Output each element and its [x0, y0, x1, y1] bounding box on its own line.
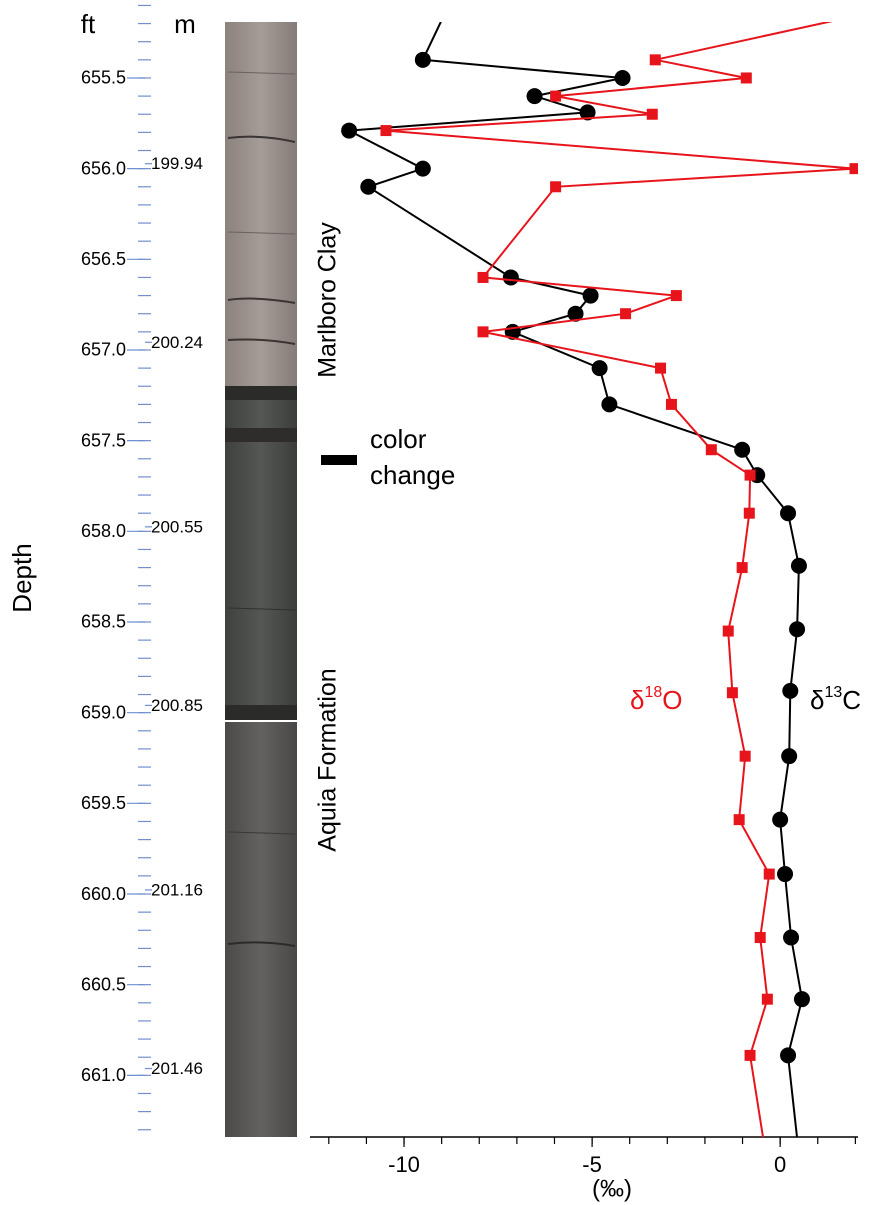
data-point	[477, 271, 489, 283]
m-label: m	[174, 9, 196, 39]
data-point	[646, 108, 658, 120]
data-point	[601, 396, 618, 413]
data-point	[849, 163, 858, 175]
y-axis-label: Depth	[7, 543, 37, 612]
data-point	[670, 290, 682, 302]
annotation-marlboro: Marlboro Clay	[314, 222, 342, 378]
data-point	[567, 305, 584, 322]
data-point	[743, 507, 755, 519]
y2-tick-label: 201.46	[151, 1059, 203, 1078]
data-point	[736, 562, 748, 574]
data-point	[726, 687, 738, 699]
series-line	[385, 22, 856, 1137]
data-point	[772, 811, 789, 828]
data-point	[414, 51, 431, 68]
data-point	[759, 1142, 770, 1153]
data-point	[649, 54, 661, 66]
data-point	[341, 122, 358, 139]
data-point	[526, 88, 543, 105]
x-tick-label: 0	[774, 1152, 786, 1177]
data-point	[744, 1049, 756, 1061]
data-point	[582, 287, 599, 304]
data-point	[777, 866, 794, 883]
y-tick-label: 658.0	[81, 521, 126, 541]
data-point	[620, 308, 632, 320]
data-point	[655, 362, 667, 374]
data-point	[782, 682, 799, 699]
data-point	[591, 360, 608, 377]
data-point	[754, 932, 766, 944]
data-point	[763, 868, 775, 880]
data-point	[550, 181, 562, 193]
data-point	[789, 621, 806, 638]
data-point	[705, 444, 717, 456]
data-point	[739, 750, 751, 762]
annotation-aquia: Aquia Formation	[314, 668, 342, 851]
y-tick-label: 657.0	[81, 340, 126, 360]
data-point	[793, 991, 810, 1008]
data-point	[733, 814, 745, 826]
data-point	[783, 929, 800, 946]
y2-tick-label: 201.16	[151, 880, 203, 899]
data-point	[665, 398, 677, 410]
data-point	[761, 993, 773, 1005]
data-point	[360, 178, 377, 195]
data-point	[790, 1140, 806, 1156]
core-photo	[225, 22, 297, 1137]
y-tick-label: 656.5	[81, 249, 126, 269]
data-point	[550, 90, 562, 102]
x-axis-label: (‰)	[592, 1175, 632, 1202]
data-point	[781, 748, 798, 765]
y-tick-label: 658.5	[81, 612, 126, 632]
series-label: δ13C	[810, 684, 861, 715]
y2-tick-label: 200.55	[151, 517, 203, 536]
plot-area	[341, 2, 858, 1156]
data-point	[734, 441, 751, 458]
y-tick-label: 655.5	[81, 68, 126, 88]
data-point	[740, 72, 752, 84]
data-point	[477, 326, 489, 338]
data-point	[502, 269, 519, 286]
y-tick-label: 656.0	[81, 158, 126, 178]
data-point	[744, 469, 756, 481]
data-point	[380, 125, 392, 137]
y-tick-label: 660.0	[81, 884, 126, 904]
y-tick-label: 661.0	[81, 1065, 126, 1085]
data-point	[579, 104, 596, 121]
annotation-color-change: color change	[370, 424, 455, 490]
y-tick-label: 659.5	[81, 793, 126, 813]
data-point	[722, 625, 734, 637]
data-point	[780, 1047, 797, 1064]
series-label: δ18O	[630, 684, 683, 715]
y-tick-label: 659.0	[81, 702, 126, 722]
y2-tick-label: 200.85	[151, 696, 203, 715]
data-point	[614, 69, 631, 86]
x-tick-label: -5	[582, 1152, 602, 1177]
x-tick-label: -10	[388, 1152, 420, 1177]
ft-label: ft	[81, 9, 96, 39]
series-line	[345, 22, 804, 1137]
color-change-bar	[321, 455, 357, 465]
y2-tick-label: 199.94	[151, 154, 203, 173]
data-point	[780, 505, 797, 522]
y-tick-label: 660.5	[81, 974, 126, 994]
y2-tick-label: 200.24	[151, 333, 203, 352]
y-tick-label: 657.5	[81, 430, 126, 450]
data-point	[790, 557, 807, 574]
data-point	[439, 2, 455, 18]
data-point	[414, 160, 431, 177]
